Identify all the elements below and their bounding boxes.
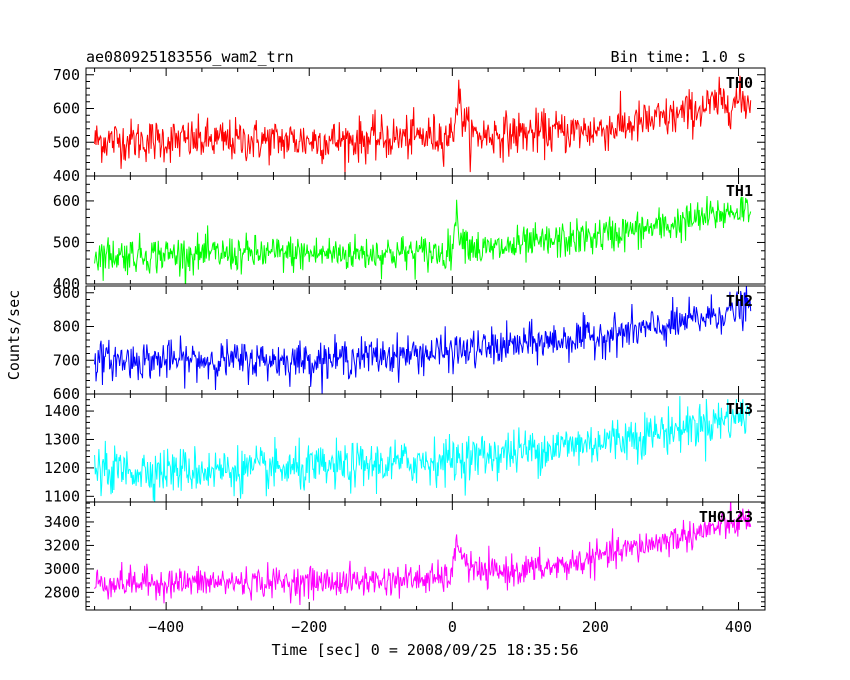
chart-title: ae080925183556_wam2_trn	[86, 48, 294, 66]
panel-frame-th1	[85, 175, 766, 285]
y-tick-label: 500	[53, 133, 80, 151]
y-tick-label: 1100	[44, 487, 80, 505]
y-tick-label: 900	[53, 284, 80, 302]
panel-label-th0: TH0	[726, 74, 753, 92]
series-line-th0	[94, 75, 752, 176]
y-tick-label: 1300	[44, 430, 80, 448]
panel-frame-th0123	[85, 501, 766, 611]
series-line-th3	[94, 396, 752, 502]
y-tick-label: 600	[53, 385, 80, 403]
x-tick-label: −400	[148, 618, 184, 636]
x-tick-label: 200	[582, 618, 609, 636]
x-tick-label: 400	[725, 618, 752, 636]
panel-label-th1: TH1	[726, 182, 753, 200]
y-tick-label: 400	[53, 167, 80, 185]
y-tick-label: 3200	[44, 536, 80, 554]
y-tick-label: 500	[53, 233, 80, 251]
series-line-th1	[94, 196, 752, 284]
y-tick-label: 800	[53, 318, 80, 336]
y-tick-label: 600	[53, 100, 80, 118]
panel-label-th3: TH3	[726, 400, 753, 418]
panels-group: 400 500 600 700 TH0 400 500 600 TH1 600 700 800 900 T…	[44, 66, 766, 636]
panel-label-th2: TH2	[726, 292, 753, 310]
y-tick-label: 2800	[44, 583, 80, 601]
y-tick-label: 3000	[44, 560, 80, 578]
panel-frame-th0	[85, 67, 766, 177]
y-axis-title: Counts/sec	[5, 290, 23, 380]
panel-frame-th3	[85, 393, 766, 503]
x-tick-label: 0	[448, 618, 457, 636]
y-tick-label: 3400	[44, 513, 80, 531]
y-tick-label: 400	[53, 275, 80, 293]
panel-frame-th2	[85, 285, 766, 395]
y-tick-label: 700	[53, 66, 80, 84]
y-tick-label: 600	[53, 192, 80, 210]
x-axis-title: Time [sec] 0 = 2008/09/25 18:35:56	[271, 641, 578, 659]
y-tick-label: 700	[53, 351, 80, 369]
series-line-th0123	[94, 502, 752, 606]
y-tick-label: 1400	[44, 402, 80, 420]
bin-time-label: Bin time: 1.0 s	[611, 48, 746, 66]
series-line-th2	[94, 286, 752, 394]
x-tick-label: −200	[291, 618, 327, 636]
panel-label-th0123: TH0123	[699, 508, 753, 526]
y-tick-label: 1200	[44, 459, 80, 477]
